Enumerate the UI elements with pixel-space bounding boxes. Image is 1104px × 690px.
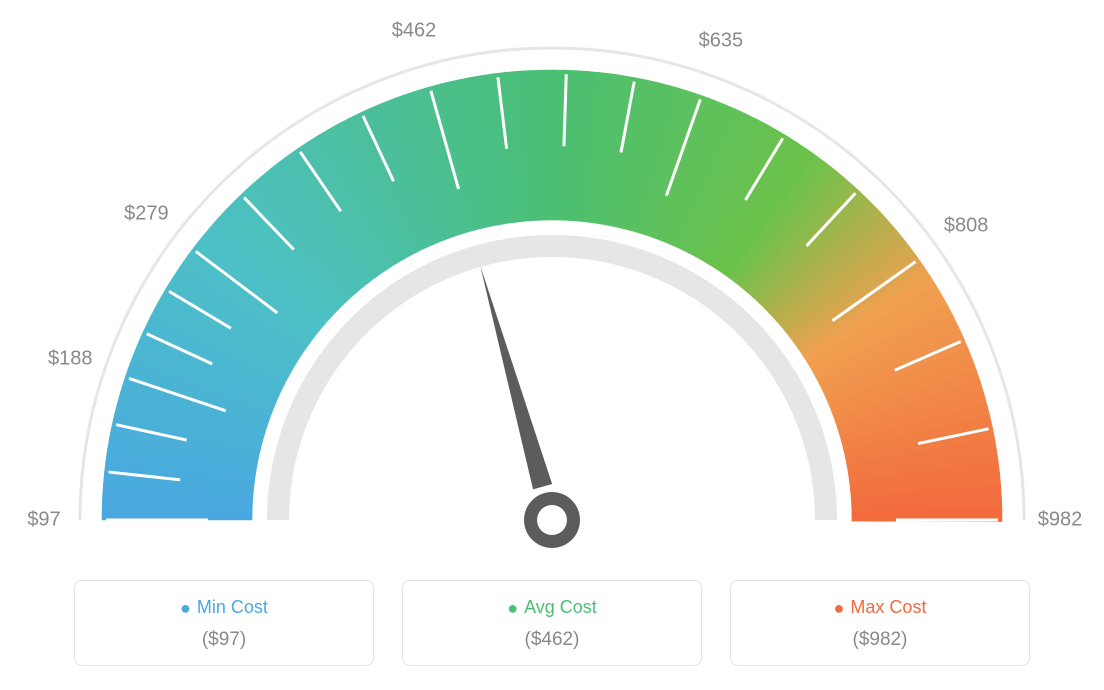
dot-max: ● — [834, 598, 845, 618]
gauge-tick-label: $188 — [48, 347, 93, 370]
cost-gauge-container: $97 $188 $279 $462 $635 $808 $982 ● Min Cost ($… — [0, 0, 1104, 690]
gauge-tick-label: $462 — [392, 20, 437, 43]
legend-value-max: ($982) — [731, 629, 1029, 651]
legend-label-max: Max Cost — [850, 597, 926, 617]
dot-avg: ● — [507, 598, 518, 618]
gauge-area: $97 $188 $279 $462 $635 $808 $982 — [0, 0, 1104, 560]
gauge-tick-label: $279 — [124, 203, 169, 226]
gauge-tick-label: $635 — [699, 29, 744, 52]
legend-card-avg: ● Avg Cost ($462) — [402, 580, 702, 666]
legend-card-max: ●Max Cost ($982) — [730, 580, 1030, 666]
gauge-tick-label: $982 — [1038, 509, 1083, 532]
legend-title-avg: ● Avg Cost — [403, 597, 701, 619]
legend-row: ●Min Cost ($97) ●Avg Cost ($462) ●Max Co… — [0, 580, 1104, 666]
legend-value-avg: ($462) — [403, 629, 701, 651]
gauge-svg — [0, 0, 1104, 560]
legend-value-min: ($97) — [75, 629, 373, 651]
legend-card-min: ● Min Cost ($97) — [74, 580, 374, 666]
gauge-hub-inner — [537, 505, 567, 535]
legend-title-min: ● Min Cost — [75, 597, 373, 619]
gauge-tick-label: $808 — [944, 214, 989, 237]
legend-title-max: ●Max Cost — [731, 597, 1029, 619]
legend-label-min: Min Cost — [197, 597, 268, 617]
gauge-needle — [480, 266, 552, 489]
dot-min: ● — [180, 598, 191, 618]
legend-label-avg: Avg Cost — [524, 597, 597, 617]
gauge-tick-label: $97 — [27, 509, 60, 532]
